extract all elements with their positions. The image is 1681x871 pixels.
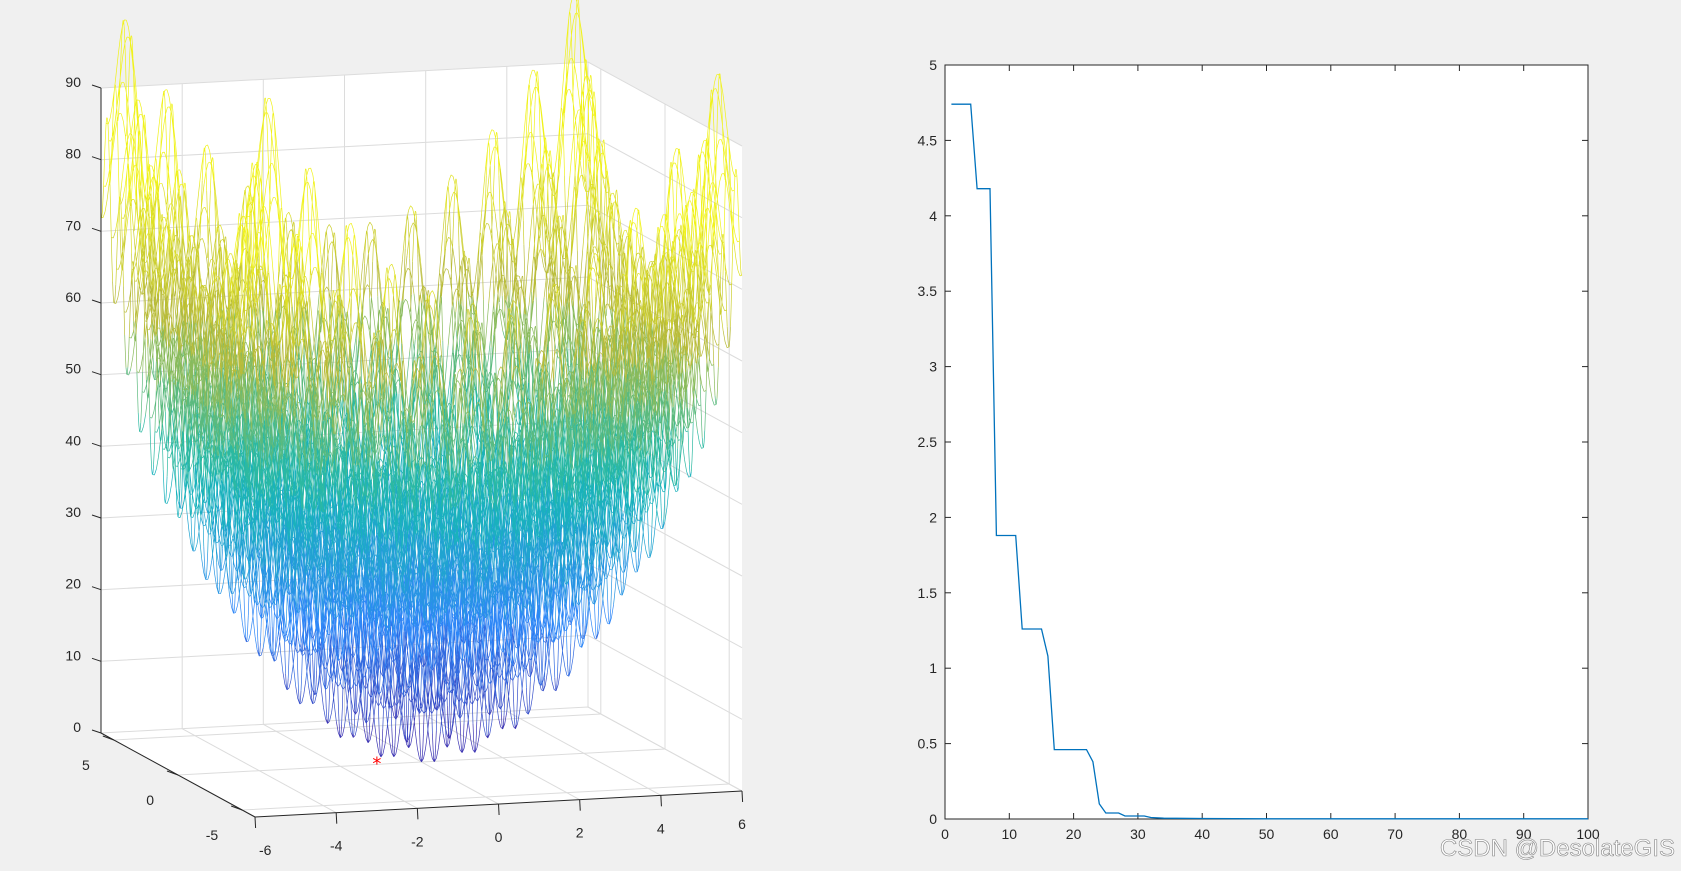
z-tick-label: 70: [65, 217, 81, 233]
surface-ticks: 0 10 20 30 40 50 60 70 80 90 -6 -4 -2 0 2 4 6 -5 0 5: [65, 74, 746, 858]
grid-line-x: [181, 83, 337, 814]
x-tick-label: 40: [1194, 826, 1210, 842]
y-tick: [166, 770, 179, 776]
x-tick-label: -2: [411, 833, 424, 849]
y-tick-label: 2: [929, 509, 937, 525]
x-tick: [579, 799, 581, 811]
z-tick: [91, 657, 102, 662]
z-tick: [91, 442, 102, 447]
y-tick-label: 4: [929, 208, 937, 224]
y-tick-label: 4.5: [918, 132, 938, 148]
y-tick-label: 0: [146, 792, 154, 808]
x-tick-label: 0: [941, 826, 949, 842]
x-tick: [741, 790, 744, 803]
minimum-marker-symbol: *: [372, 753, 381, 774]
z-tick: [91, 371, 102, 376]
y-tick-label: 0: [929, 811, 937, 827]
x-tick: [498, 803, 500, 816]
x-tick: [335, 812, 338, 824]
y-tick-label: 0.5: [918, 736, 938, 752]
x-tick-label: -4: [330, 838, 343, 854]
surface-mesh: [100, 0, 743, 763]
grid-line-x: [262, 79, 418, 809]
y-tick-label: 2.5: [918, 434, 938, 450]
z-tick-label: 10: [65, 647, 81, 663]
x-tick-label: 50: [1259, 826, 1275, 842]
x-tick-label: 30: [1130, 826, 1146, 842]
y-tick: [102, 735, 115, 741]
y-tick-label: 3: [929, 359, 937, 375]
x-tick-label: 70: [1387, 826, 1403, 842]
y-tick-label: 1: [929, 660, 937, 676]
z-tick: [91, 299, 102, 304]
y-tick-label: 1.5: [918, 585, 938, 601]
x-tick-label: -6: [259, 842, 272, 858]
x-tick: [416, 808, 419, 820]
x-tick-label: 100: [1576, 826, 1600, 842]
surface-plot[interactable]: 0 10 20 30 40 50 60 70 80 90 -6 -4 -2 0 2 4 6 -5 0 5 *: [65, 0, 746, 858]
z-tick: [91, 227, 102, 232]
grid-line-y: [242, 139, 730, 811]
x-tick-label: 80: [1452, 826, 1468, 842]
minimum-marker: *: [372, 753, 381, 774]
y-tick-label: 5: [82, 757, 90, 773]
grid-line-y: [113, 69, 602, 741]
x-tick: [660, 795, 662, 807]
convergence-line: [951, 103, 1588, 820]
surface-mesh-band: [110, 199, 733, 360]
z-tick: [91, 586, 102, 591]
z-tick-label: 90: [65, 74, 81, 90]
z-tick: [91, 156, 102, 161]
z-tick: [91, 729, 102, 734]
surface-mesh-band: [103, 0, 740, 281]
line-ticks: 0 10 20 30 40 50 60 70 80 90 100 0 0.5 1 1.5 2 2.5 3 3.5 4 4…: [918, 57, 1600, 842]
z-tick-label: 80: [65, 146, 81, 162]
x-tick: [254, 816, 257, 829]
z-tick-label: 20: [65, 576, 81, 592]
x-tick-label: 90: [1516, 826, 1532, 842]
z-tick: [91, 84, 102, 89]
z-tick-label: 40: [65, 432, 81, 448]
x-tick-label: 6: [738, 816, 746, 832]
z-tick-label: 0: [73, 719, 81, 735]
z-tick-label: 30: [65, 504, 81, 520]
surface-mesh-band: [100, 155, 743, 321]
x-tick-label: 20: [1066, 826, 1082, 842]
z-tick-label: 50: [65, 361, 81, 377]
x-tick-label: 10: [1002, 826, 1018, 842]
surface-mesh-band: [112, 239, 731, 403]
y-tick-label: 3.5: [918, 283, 938, 299]
convergence-plot[interactable]: 0 10 20 30 40 50 60 70 80 90 100 0 0.5 1 1.5 2 2.5 3 3.5 4 4…: [918, 57, 1600, 842]
z-tick-label: 60: [65, 289, 81, 305]
x-tick-label: 0: [495, 829, 503, 845]
z-tick: [91, 514, 102, 519]
y-tick: [230, 805, 243, 811]
x-tick-label: 4: [657, 820, 665, 836]
x-tick-label: 60: [1323, 826, 1339, 842]
grid-line-x: [344, 75, 499, 805]
y-tick-label: 5: [929, 57, 937, 73]
y-tick-label: -5: [206, 827, 219, 843]
x-tick-label: 2: [576, 825, 584, 841]
grid-line-x: [425, 70, 580, 801]
plot-area: [944, 64, 1589, 820]
